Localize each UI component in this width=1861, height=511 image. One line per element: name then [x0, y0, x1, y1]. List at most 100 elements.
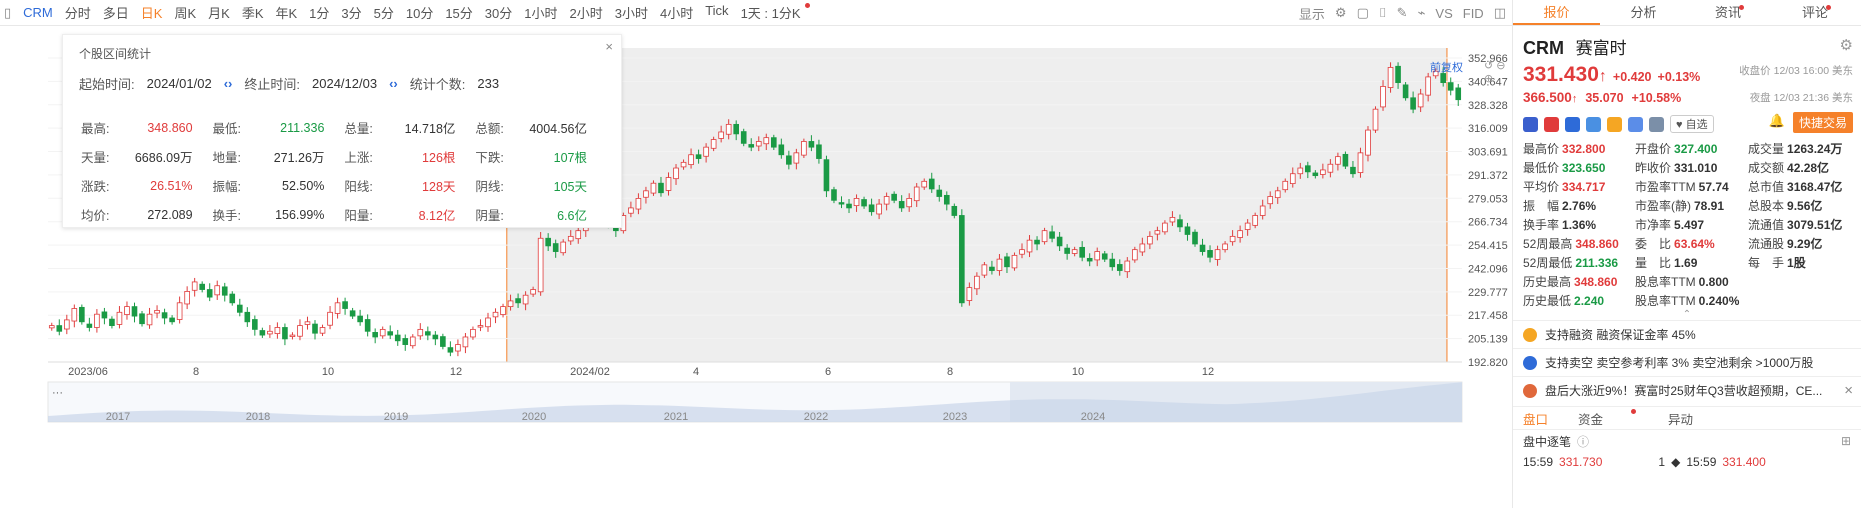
afterhours-row: 366.500 ↑ 35.070 +10.58% 夜盘 12/03 21:36 … [1513, 87, 1861, 105]
candle-body [673, 167, 679, 180]
camera-icon[interactable]: ⌷ [1378, 5, 1387, 20]
period-tab[interactable]: 4小时 [659, 6, 694, 21]
x-tick-label: 4 [693, 366, 699, 378]
link-icon[interactable]: ⌁ [1417, 5, 1426, 20]
zoom-controls[interactable]: ↺ ⊖ ⊕ [1484, 60, 1506, 85]
subtab-1[interactable]: 资金 [1578, 412, 1604, 427]
tab-0[interactable]: 报价 [1513, 0, 1600, 25]
candle-body [364, 319, 371, 332]
field-label: 历史最低 [1523, 294, 1572, 308]
kline-chart[interactable]: 352.966 340.647 328.328 316.009 303.691 291.3… [0, 26, 1512, 508]
period-tab[interactable]: 分时 [64, 6, 91, 21]
display-menu[interactable]: 显示 [1298, 6, 1325, 22]
quote-field: 流通值 3079.51亿 [1748, 217, 1860, 234]
period-tab[interactable]: 5分 [373, 6, 394, 21]
period-tab[interactable]: 日K [140, 6, 163, 21]
tag-icon[interactable] [1628, 116, 1643, 132]
candle-body [778, 144, 785, 156]
ah-time: 夜盘 12/03 21:36 美东 [1749, 92, 1853, 104]
range-arrows-icon[interactable]: ‹› [389, 76, 398, 91]
start-value[interactable]: 2024/01/02 [146, 76, 212, 91]
fid-button[interactable]: FID [1462, 5, 1484, 21]
new-dot [1826, 5, 1831, 10]
subtab-2[interactable]: 异动 [1668, 412, 1694, 427]
grid-icon[interactable]: ⊞ [1840, 434, 1851, 448]
info-icon[interactable]: ⓘ [1577, 434, 1590, 449]
restore-label[interactable]: 前复权 [1430, 62, 1463, 74]
bell-icon[interactable]: 🔔 [1768, 113, 1785, 128]
chart-icon[interactable] [1544, 116, 1559, 132]
quick-trade-button[interactable]: 快捷交易 [1792, 112, 1853, 133]
layout-icon[interactable]: ▢ [1356, 5, 1369, 20]
options-icon[interactable] [1607, 116, 1622, 132]
candle-body [394, 334, 401, 342]
period-tab[interactable]: 1天 : 1分K [740, 6, 801, 21]
period-tab[interactable]: 1小时 [524, 6, 558, 21]
notice-item[interactable]: 支持融资 融资保证金率 45% [1513, 320, 1861, 348]
range-arrows-icon[interactable]: ‹› [223, 76, 233, 91]
period-tab[interactable]: 季K [241, 6, 264, 21]
period-tab[interactable]: 年K [275, 6, 298, 21]
tab-1[interactable]: 分析 [1600, 0, 1687, 25]
candle-body [1207, 250, 1213, 258]
speed-label[interactable]: 盘中逐笔 [1523, 434, 1572, 449]
period-tab[interactable]: 3小时 [614, 6, 648, 21]
field-label: 52周最低 [1523, 256, 1573, 270]
close-icon[interactable]: × [605, 39, 613, 54]
sidebar-icon[interactable]: ◫ [1493, 5, 1506, 20]
s-icon[interactable] [1586, 116, 1601, 132]
candle-body [853, 198, 860, 207]
watchlist-button[interactable]: ♥ 自选 [1670, 115, 1714, 133]
candle-body [1365, 129, 1371, 156]
period-tab[interactable]: 周K [174, 6, 197, 21]
overview-year-label: 2017 [106, 411, 130, 423]
field-label: 委 比 [1635, 237, 1672, 251]
end-value[interactable]: 2024/12/03 [312, 76, 378, 91]
candle-body [1132, 249, 1138, 261]
candle-body [1357, 152, 1364, 173]
field-label: 成交额 [1748, 161, 1785, 175]
candle-body [1267, 196, 1274, 205]
candle-body [1101, 253, 1108, 260]
vs-button[interactable]: VS [1435, 5, 1453, 21]
period-tab[interactable]: 月K [208, 6, 230, 21]
candle-body [455, 344, 461, 352]
quote-field: 历史最低 2.240 [1523, 293, 1635, 310]
24h-icon[interactable] [1565, 116, 1580, 132]
field-label: 流通股 [1748, 237, 1785, 251]
x-tick-label: 12 [1202, 366, 1214, 378]
doc-icon[interactable] [1649, 116, 1664, 132]
toolbar-right: 显示 ⚙ ▢ ⌷ ✎ ⌁ VS FID ◫ [1299, 0, 1512, 26]
subtab-0[interactable]: 盘口 [1523, 412, 1549, 427]
stat-label: 上涨: [344, 151, 373, 165]
tab-3[interactable]: 评论 [1774, 0, 1861, 25]
period-tab[interactable]: 30分 [484, 6, 513, 21]
panel-toggle-icon[interactable]: ▯ [4, 4, 12, 20]
period-tab[interactable]: 2小时 [569, 6, 603, 21]
x-tick-label: 12 [450, 366, 462, 378]
notice-item[interactable]: 支持卖空 卖空参考利率 3% 卖空池剩余 >1000万股 [1513, 348, 1861, 376]
period-tab[interactable]: Tick [705, 3, 729, 18]
period-tab[interactable]: 3分 [341, 6, 362, 21]
draw-icon[interactable]: ✎ [1396, 5, 1408, 20]
candle-body [823, 159, 830, 192]
settings-icon[interactable]: ⚙ [1839, 37, 1853, 54]
kline-svg: 352.966 340.647 328.328 316.009 303.691 291.3… [47, 48, 1508, 423]
candle-body [846, 203, 852, 209]
field-value: 348.860 [1575, 237, 1619, 251]
period-tab[interactable]: 10分 [405, 6, 434, 21]
collapse-caret-icon[interactable]: ⌃ [1682, 309, 1692, 320]
period-tab[interactable]: 1分 [309, 6, 330, 21]
overview-year-label: 2024 [1081, 411, 1105, 423]
field-label: 最低价 [1523, 161, 1560, 175]
period-tab[interactable]: 15分 [445, 6, 473, 21]
notice-item[interactable]: 盘后大涨近9%！赛富时25财年Q3营收超预期，CE... × [1513, 376, 1861, 404]
settings-icon[interactable]: ⚙ [1334, 5, 1347, 20]
overview-area [48, 382, 1462, 422]
symbol-label[interactable]: CRM [23, 5, 53, 20]
stat-value: 107根 [553, 151, 587, 165]
period-tab[interactable]: 多日 [102, 6, 129, 21]
candle-body [628, 207, 634, 214]
close-icon[interactable]: × [1844, 382, 1853, 399]
tab-2[interactable]: 资讯 [1687, 0, 1774, 25]
